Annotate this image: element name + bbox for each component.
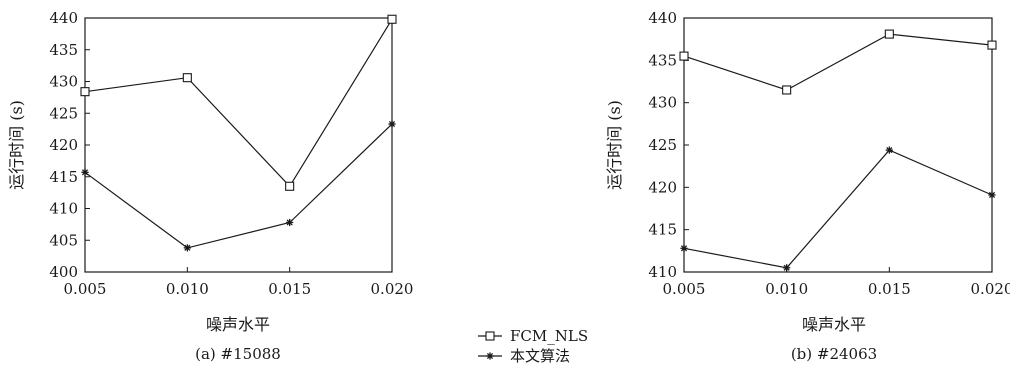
- data-point-square-a: [387, 14, 397, 24]
- data-point-square-a: [182, 73, 192, 83]
- y-tick-label-b: 440: [648, 9, 677, 27]
- data-point-star-b: [988, 191, 996, 199]
- x-tick-label-a: 0.005: [64, 280, 107, 298]
- y-axis-title-b: 运行时间 (s): [605, 100, 624, 190]
- y-tick-label-a: 425: [49, 104, 78, 122]
- y-tick-label-a: 440: [49, 9, 78, 27]
- x-tick-label-b: 0.010: [765, 280, 808, 298]
- y-tick-label-a: 435: [49, 41, 78, 59]
- chart-b: 运行时间 (s) 噪声水平 (b) #24063 410 415 420 425 430…: [605, 9, 1010, 363]
- y-tick-label-a: 410: [49, 200, 78, 218]
- data-point-star-b: [783, 264, 791, 272]
- plot-frame-b: [683, 17, 993, 273]
- y-tick-label-b: 410: [648, 263, 677, 281]
- legend-star-marker: [486, 352, 494, 360]
- x-tick-label-a: 0.010: [166, 280, 209, 298]
- data-point-square-b: [987, 40, 997, 50]
- data-point-star-a: [81, 168, 89, 176]
- y-tick-label-b: 420: [648, 178, 677, 196]
- series-line-a-0: [84, 18, 393, 188]
- legend: FCM_NLS 本文算法: [478, 327, 588, 365]
- y-tick-label-b: 430: [648, 94, 677, 112]
- y-tick-label-b: 435: [648, 51, 677, 69]
- y-tick-label-a: 405: [49, 231, 78, 249]
- x-axis-title-a: 噪声水平: [206, 315, 270, 334]
- x-tick-label-b: 0.015: [868, 280, 911, 298]
- x-tick-label-b: 0.005: [663, 280, 706, 298]
- data-point-star-a: [183, 244, 191, 252]
- legend-label-fcm-nls: FCM_NLS: [510, 327, 588, 345]
- caption-b: (b) #24063: [791, 345, 877, 363]
- data-point-square-a: [80, 87, 90, 97]
- x-axis-title-b: 噪声水平: [802, 315, 866, 334]
- data-point-square-b: [884, 29, 894, 39]
- caption-a: (a) #15088: [195, 345, 281, 363]
- data-point-star-a: [286, 218, 294, 227]
- x-tick-label-b: 0.020: [971, 280, 1010, 298]
- chart-a: 运行时间 (s) 噪声水平 (a) #15088 400 405 410 415 420…: [7, 9, 413, 363]
- data-point-star-b: [885, 146, 893, 154]
- x-tick-label-a: 0.020: [371, 280, 414, 298]
- y-axis-title-a: 运行时间 (s): [7, 100, 26, 190]
- plot-frame-a: [84, 17, 393, 273]
- x-tick-label-a: 0.015: [268, 280, 311, 298]
- legend-label-proposed: 本文算法: [510, 347, 570, 365]
- data-point-star-b: [680, 244, 688, 252]
- y-tick-label-a: 400: [49, 263, 78, 281]
- legend-square-marker: [485, 331, 495, 341]
- y-tick-label-b: 425: [648, 136, 677, 154]
- series-line-a-1: [84, 123, 393, 249]
- data-point-star-a: [388, 120, 396, 128]
- y-tick-label-a: 415: [49, 168, 78, 186]
- y-tick-label-a: 420: [49, 136, 78, 154]
- series-line-b-0: [683, 33, 993, 91]
- y-tick-label-b: 415: [648, 221, 677, 239]
- series-line-b-1: [683, 149, 993, 269]
- data-point-square-a: [285, 181, 295, 191]
- data-point-square-b: [782, 85, 792, 95]
- y-tick-label-a: 430: [49, 73, 78, 91]
- data-point-square-b: [679, 51, 689, 61]
